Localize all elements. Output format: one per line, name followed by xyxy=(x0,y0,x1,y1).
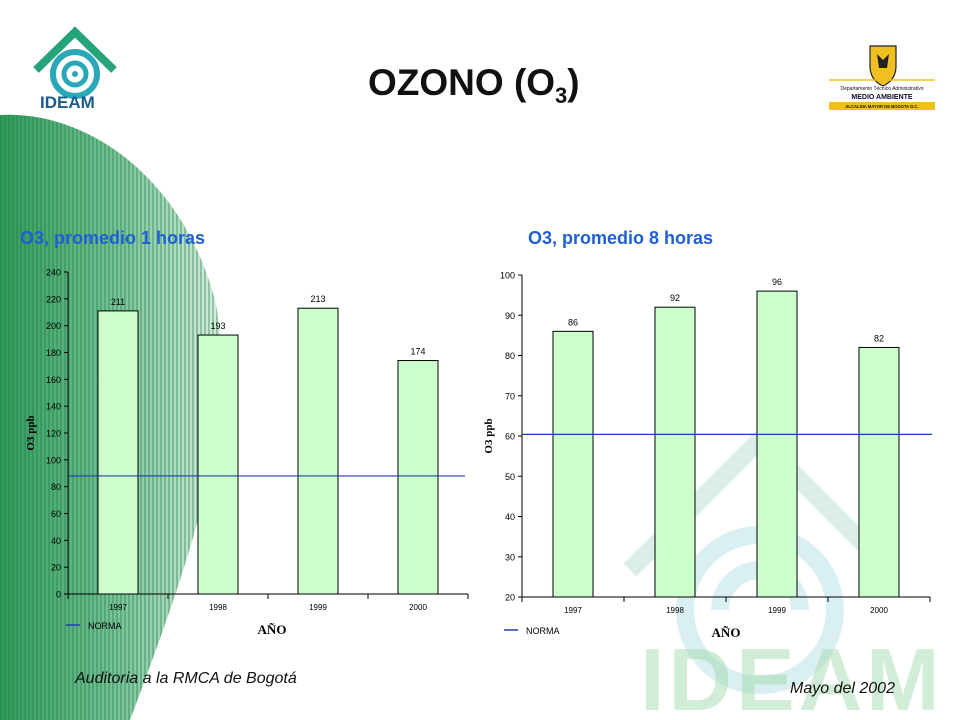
x-axis-label: AÑO xyxy=(258,622,287,637)
x-tick-label-2000: 2000 xyxy=(870,606,888,615)
y-tick-label: 240 xyxy=(46,268,61,278)
data-label-1999: 213 xyxy=(310,294,325,304)
watermark-text: IDEAM xyxy=(640,630,944,720)
y-tick-label: 30 xyxy=(505,552,515,562)
ideam-logo-text: IDEAM xyxy=(40,93,95,112)
x-tick-label-1998: 1998 xyxy=(209,603,227,612)
legend-norma-label: NORMA xyxy=(88,621,122,631)
y-tick-label: 80 xyxy=(505,351,515,361)
dama-line2: MEDIO AMBIENTE xyxy=(851,94,913,101)
chart-ozone-8h: 20 30 40 50 60 70 80 90 100 86 1997 92 1998 96 1999 82 2… xyxy=(483,271,932,640)
x-axis-label: AÑO xyxy=(712,625,741,640)
y-tick-label: 160 xyxy=(46,375,61,385)
y-tick-label: 100 xyxy=(46,455,61,465)
x-tick-label-1997: 1997 xyxy=(109,603,127,612)
y-axis-label: O3 ppb xyxy=(25,415,37,450)
data-label-1997: 211 xyxy=(111,297,125,307)
y-tick-label: 220 xyxy=(46,294,61,304)
chart2-subtitle: O3, promedio 8 horas xyxy=(528,228,714,248)
x-tick-label-2000: 2000 xyxy=(409,603,427,612)
y-tick-label: 120 xyxy=(46,429,61,439)
bar-2000 xyxy=(858,346,900,598)
x-tick-label-1999: 1999 xyxy=(768,606,786,615)
y-tick-label: 50 xyxy=(505,472,515,482)
y-tick-label: 60 xyxy=(505,432,515,442)
y-tick-label: 20 xyxy=(505,593,515,603)
page-title: OZONO (O3) xyxy=(368,62,580,109)
page-title-main: OZONO (O xyxy=(368,62,556,103)
y-tick-label: 60 xyxy=(51,509,61,519)
legend-norma-label: NORMA xyxy=(526,626,560,636)
y-tick-label: 70 xyxy=(505,391,515,401)
y-tick-label: 20 xyxy=(51,563,61,573)
dama-logo: Departamento Técnico Administrativo MEDI… xyxy=(829,45,935,110)
x-tick-label-1998: 1998 xyxy=(666,606,684,615)
data-label-2000: 82 xyxy=(874,333,884,343)
bar-1999 xyxy=(297,307,339,595)
y-tick-label: 40 xyxy=(505,512,515,522)
y-tick-label: 200 xyxy=(46,321,61,331)
bar-1998 xyxy=(197,334,239,595)
bar-1999 xyxy=(756,290,798,598)
data-label-1999: 96 xyxy=(772,277,782,287)
data-label-1998: 193 xyxy=(210,321,225,331)
y-tick-label: 180 xyxy=(46,348,61,358)
x-tick-label-1997: 1997 xyxy=(564,606,582,615)
y-tick-label: 0 xyxy=(56,590,61,600)
y-tick-label: 100 xyxy=(500,271,515,281)
y-tick-label: 80 xyxy=(51,482,61,492)
data-label-1997: 86 xyxy=(568,317,578,327)
y-tick-label: 140 xyxy=(46,402,61,412)
y-tick-label: 90 xyxy=(505,311,515,321)
page-title-subscript: 3 xyxy=(555,83,568,108)
bar-1997 xyxy=(552,330,594,598)
dama-line1: Departamento Técnico Administrativo xyxy=(840,86,923,92)
data-label-1998: 92 xyxy=(670,293,680,303)
x-tick-label-1999: 1999 xyxy=(309,603,327,612)
footer-right: Mayo del 2002 xyxy=(790,680,895,697)
data-label-2000: 174 xyxy=(410,347,425,357)
page-title-close: ) xyxy=(567,62,580,103)
ideam-logo: IDEAM xyxy=(33,26,117,112)
bar-2000 xyxy=(397,360,439,595)
dama-line3: ALCALDIA MAYOR DE BOGOTA D.C. xyxy=(845,104,918,109)
chart-ozone-1h: 0 20 40 60 80 100 120 140 160 180 200 220 240 211 1997… xyxy=(25,268,469,637)
bar-1997 xyxy=(97,310,139,595)
bar-1998 xyxy=(654,306,696,598)
y-tick-label: 40 xyxy=(51,536,61,546)
footer-left: Auditoria a la RMCA de Bogotá xyxy=(75,670,297,687)
y-axis-label: O3 ppb xyxy=(483,418,495,453)
chart1-subtitle: O3, promedio 1 horas xyxy=(20,228,206,248)
